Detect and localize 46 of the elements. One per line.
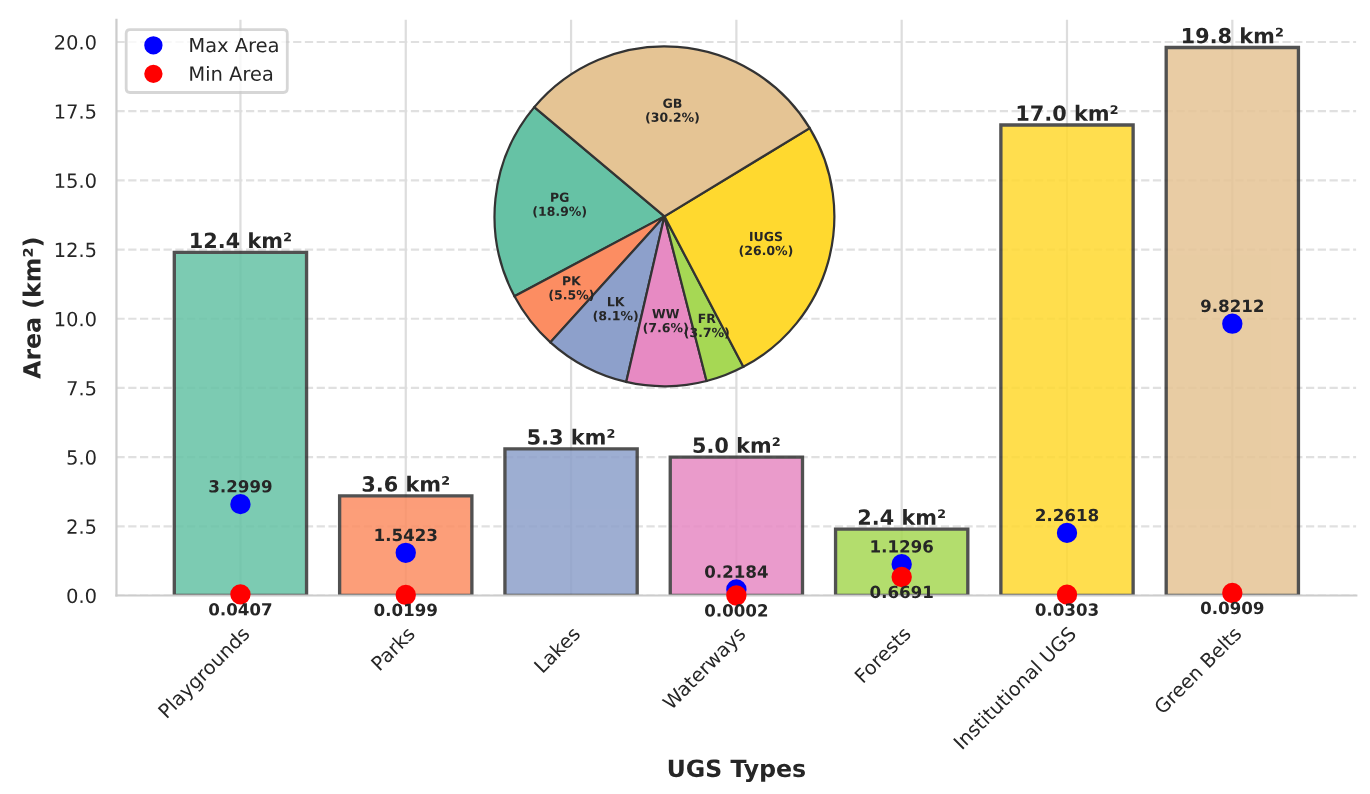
data-label: 3.6 km² (362, 475, 449, 492)
point (230, 494, 251, 515)
bar (503, 447, 639, 596)
bar (1164, 45, 1301, 596)
y-tick-label: 15.0 (55, 173, 96, 189)
point (395, 542, 416, 563)
point (1056, 584, 1078, 605)
data-label: 3.2999 (209, 480, 272, 493)
legend-label: Max Area (190, 37, 278, 53)
point (1222, 313, 1243, 334)
bar (999, 123, 1135, 596)
data-label: 0.6691 (870, 585, 933, 599)
y-axis-title: Area (km²) (22, 238, 44, 379)
point (726, 585, 747, 606)
bar (833, 527, 970, 596)
y-tick-label: 17.5 (55, 104, 96, 119)
data-label: 0.0407 (209, 603, 272, 616)
data-label: 2.4 km² (858, 508, 945, 525)
data-label: 1.1296 (871, 540, 933, 553)
data-label: 9.8212 (1201, 299, 1264, 313)
bar (172, 250, 309, 596)
data-label: 5.3 km² (528, 428, 615, 445)
y-tick-label: 5.0 (67, 450, 96, 465)
bar (668, 455, 805, 596)
point (1056, 522, 1078, 544)
data-label: 0.0002 (705, 604, 768, 617)
y-tick-label: 7.5 (67, 381, 96, 396)
data-label: 19.8 km² (1183, 27, 1283, 44)
legend-label: Min Area (190, 65, 273, 81)
data-label: 1.5423 (375, 528, 437, 542)
data-label: 0.0909 (1200, 601, 1264, 615)
x-axis-title: UGS Types (668, 759, 805, 783)
y-tick-label: 0.0 (67, 588, 96, 604)
data-label: 17.0 km² (1017, 104, 1118, 121)
y-tick-label: 2.5 (67, 519, 96, 534)
data-label: 0.2184 (705, 565, 768, 578)
y-tick-label: 20.0 (55, 34, 96, 50)
data-label: 2.2618 (1036, 508, 1099, 522)
data-label: 0.0303 (1035, 603, 1098, 616)
data-label: 0.0199 (374, 603, 437, 617)
data-label: 12.4 km² (191, 232, 291, 248)
y-tick-label: 10.0 (55, 311, 96, 327)
point (230, 584, 251, 605)
bar (337, 494, 474, 596)
y-tick-label: 12.5 (55, 242, 96, 258)
data-label: 5.0 km² (693, 436, 780, 454)
